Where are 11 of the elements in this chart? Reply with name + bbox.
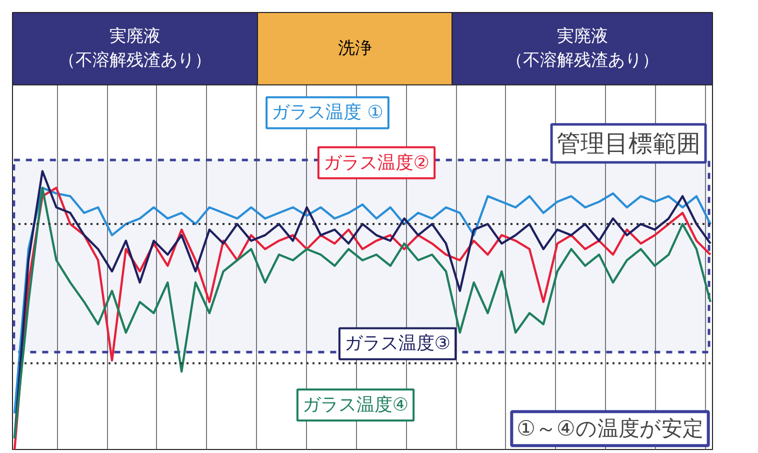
text: ガラス温度④ xyxy=(302,394,409,416)
text: 実廃液 xyxy=(110,26,160,47)
text: ガラス温度 ① xyxy=(272,102,384,124)
band-label: 管理目標範囲 xyxy=(556,129,701,158)
text: ガラス温度③ xyxy=(344,333,451,354)
text: （不溶解残渣あり） xyxy=(506,50,659,71)
text: （不溶解残渣あり） xyxy=(58,50,212,71)
text: 実廃液 xyxy=(556,26,608,47)
annotation: ①～④の温度が安定 xyxy=(516,416,704,441)
text: 洗浄 xyxy=(338,38,372,59)
text: ガラス温度② xyxy=(323,152,430,174)
